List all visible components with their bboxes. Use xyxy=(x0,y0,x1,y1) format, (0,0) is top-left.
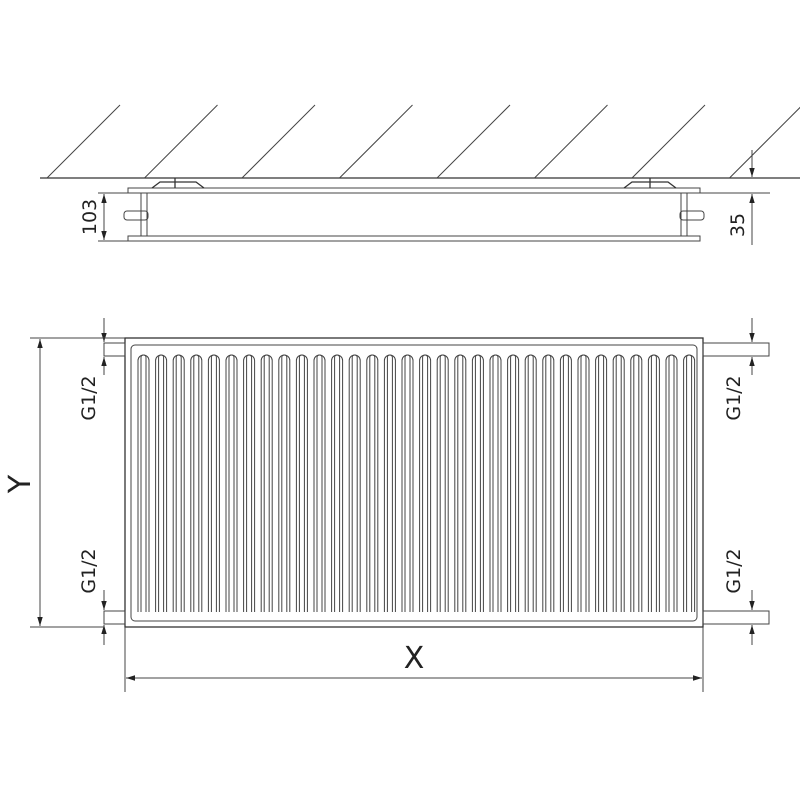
panel-rib xyxy=(474,354,481,612)
panel-rib xyxy=(386,354,393,612)
panel-rib xyxy=(559,354,572,612)
panel-rib xyxy=(598,354,605,612)
panel-rib xyxy=(436,354,449,612)
connection-label-top-left: G1/2 xyxy=(78,375,100,420)
panel-rib xyxy=(492,354,499,612)
panel-rib xyxy=(190,354,203,612)
hatch-line xyxy=(339,104,413,179)
panel-rib xyxy=(334,354,341,612)
panel-outline xyxy=(124,337,704,628)
panel-rib xyxy=(577,354,590,612)
panel-rib xyxy=(510,354,517,612)
panel-rib xyxy=(542,354,555,612)
panel-rib xyxy=(210,354,217,612)
panel-rib xyxy=(207,354,220,612)
panel-rib xyxy=(650,354,657,612)
wall-gap-label: 35 xyxy=(727,213,749,237)
height-label: Y xyxy=(3,474,38,494)
panel-rib xyxy=(439,354,446,612)
panel-rib xyxy=(422,354,429,612)
panel-rib xyxy=(331,354,344,612)
panel-rib xyxy=(155,354,168,612)
radiator-side-view: 103 35 xyxy=(79,150,770,245)
width-label: X xyxy=(404,641,425,676)
hatch-line xyxy=(534,104,608,179)
panel-rib xyxy=(278,354,291,612)
connection-label-bottom-left: G1/2 xyxy=(78,548,100,593)
panel-rib xyxy=(489,354,502,612)
panel-rib xyxy=(369,354,376,612)
panel-rib xyxy=(260,354,273,612)
panel-rib xyxy=(633,354,640,612)
panel-rib xyxy=(281,354,288,612)
panel-ribs xyxy=(137,354,696,612)
connection-label-top-right: G1/2 xyxy=(723,375,745,420)
radiator-front-view: G1/2 G1/2 G1/2 G1/2 Y X xyxy=(3,318,770,692)
bracket-left xyxy=(151,178,205,189)
panel-rib xyxy=(580,354,587,612)
panel-rib xyxy=(193,354,200,612)
panel-rib xyxy=(137,354,150,612)
panel-rib xyxy=(507,354,520,612)
connection-bottom-right xyxy=(702,610,770,625)
panel-rib xyxy=(246,354,253,612)
panel-rib xyxy=(175,354,182,612)
panel-rib xyxy=(524,354,537,612)
bottom-rail xyxy=(127,235,701,242)
panel-inner xyxy=(130,344,698,622)
panel-rib xyxy=(228,354,235,612)
panel-rib xyxy=(225,354,238,612)
connection-label-bottom-right: G1/2 xyxy=(723,548,745,593)
connection-bottom-left xyxy=(103,610,126,625)
panel-rib xyxy=(316,354,323,612)
panel-rib xyxy=(595,354,608,612)
wall-hatching xyxy=(46,104,800,179)
panel-rib xyxy=(295,354,308,612)
bracket-right xyxy=(623,178,677,189)
panel-rib xyxy=(647,354,660,612)
panel-rib xyxy=(683,354,696,612)
panel-rib xyxy=(140,354,147,612)
panel-rib xyxy=(471,354,484,612)
hatch-line xyxy=(631,104,706,179)
panel-rib xyxy=(172,354,185,612)
panel-rib xyxy=(615,354,622,612)
panel-rib xyxy=(545,354,552,612)
side-connector-right xyxy=(679,210,705,221)
panel-rib xyxy=(366,354,379,612)
panel-rib xyxy=(527,354,534,612)
panel-rib xyxy=(454,354,467,612)
depth-label: 103 xyxy=(79,199,101,235)
panel-rib xyxy=(348,354,361,612)
panel-rib xyxy=(665,354,678,612)
wall xyxy=(40,104,800,179)
top-rail xyxy=(127,187,701,194)
hatch-line xyxy=(46,104,121,179)
panel-rib xyxy=(668,354,675,612)
panel-rib xyxy=(630,354,643,612)
panel-rib xyxy=(313,354,326,612)
connection-top-right xyxy=(702,342,770,357)
panel-rib xyxy=(419,354,432,612)
panel-rib xyxy=(263,354,270,612)
panel-rib xyxy=(612,354,625,612)
panel-rib xyxy=(158,354,165,612)
hatch-line xyxy=(241,104,316,179)
panel-rib xyxy=(457,354,464,612)
panel-rib xyxy=(351,354,358,612)
hatch-line xyxy=(436,104,511,179)
side-connector-left xyxy=(123,210,149,221)
panel-rib xyxy=(243,354,256,612)
panel-rib xyxy=(383,354,396,612)
panel-rib xyxy=(404,354,411,612)
hatch-line xyxy=(144,104,218,179)
hatch-line xyxy=(729,106,800,179)
panel-rib xyxy=(401,354,414,612)
panel-rib xyxy=(562,354,569,612)
connection-top-left xyxy=(103,342,126,357)
panel-rib xyxy=(686,354,693,612)
panel-rib xyxy=(298,354,305,612)
